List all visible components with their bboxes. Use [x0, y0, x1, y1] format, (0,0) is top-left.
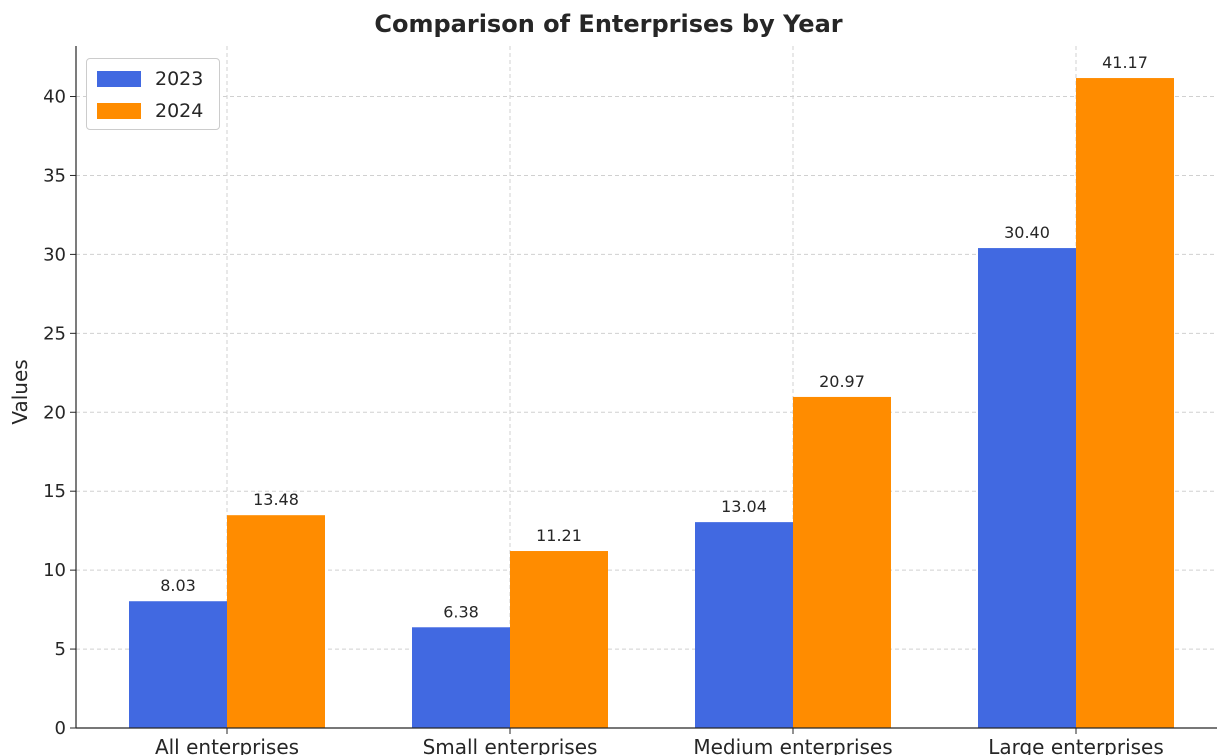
bar-2024-3 — [1076, 78, 1174, 729]
y-tick-label: 25 — [43, 323, 66, 344]
legend-item-2023: 2023 — [97, 65, 203, 93]
data-label-2024-1: 11.21 — [536, 526, 582, 545]
data-label-2023-0: 8.03 — [160, 576, 196, 595]
x-tick-label: Medium enterprises — [693, 735, 892, 755]
legend-label-2024: 2024 — [155, 100, 204, 122]
y-tick-label: 15 — [43, 481, 66, 502]
bars — [129, 78, 1174, 729]
legend-swatch-2024 — [97, 103, 141, 119]
axes: 0 5 10 15 20 25 30 35 40 All enterprises Small ent… — [43, 46, 1217, 755]
bar-2023-3 — [978, 248, 1076, 728]
x-tick-label: Small enterprises — [423, 735, 598, 755]
y-axis-label: Values — [8, 359, 32, 424]
y-tick-label: 10 — [43, 560, 66, 581]
bar-2024-2 — [793, 396, 891, 728]
data-label-2024-3: 41.17 — [1102, 53, 1148, 72]
bar-2024-1 — [510, 551, 608, 728]
y-tick-label: 20 — [43, 402, 66, 423]
y-tick-label: 35 — [43, 165, 66, 186]
data-label-2024-2: 20.97 — [819, 372, 865, 391]
bar-2023-0 — [129, 601, 227, 728]
data-label-2024-0: 13.48 — [253, 490, 299, 509]
legend-swatch-2023 — [97, 71, 141, 87]
y-tick-label: 0 — [55, 718, 66, 739]
chart-title: Comparison of Enterprises by Year — [374, 10, 843, 38]
data-label-2023-3: 30.40 — [1004, 223, 1050, 242]
x-tick-label: All enterprises — [155, 735, 299, 755]
y-tick-label: 40 — [43, 87, 66, 108]
legend-item-2024: 2024 — [97, 97, 203, 125]
bar-2023-2 — [695, 522, 793, 728]
bar-2023-1 — [412, 627, 510, 728]
legend-label-2023: 2023 — [155, 68, 204, 90]
y-tick-label: 5 — [55, 639, 66, 660]
data-labels: 8.03 6.38 13.04 30.40 13.48 11.21 20.97 41.17 — [160, 53, 1148, 621]
x-tick-label: Large enterprises — [988, 735, 1164, 755]
data-label-2023-2: 13.04 — [721, 497, 767, 516]
bar-2024-0 — [227, 515, 325, 728]
legend: 2023 2024 — [86, 58, 220, 130]
y-tick-label: 30 — [43, 244, 66, 265]
data-label-2023-1: 6.38 — [443, 602, 479, 621]
